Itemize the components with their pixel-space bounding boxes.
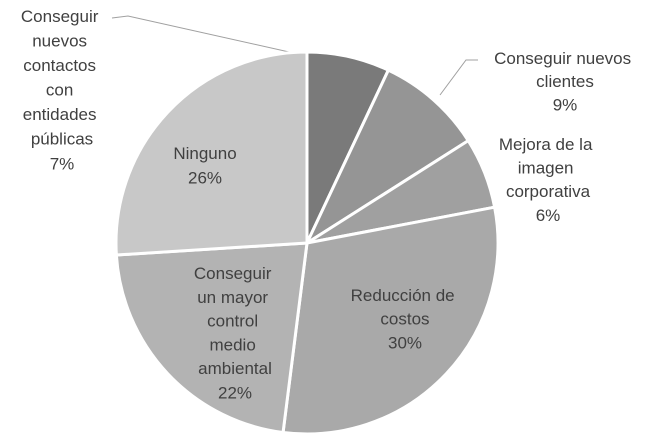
slice-value-label: 7%: [50, 154, 75, 173]
slice-value-label: 30%: [388, 333, 422, 352]
slice-value-label: 6%: [536, 206, 561, 225]
slice-label: Mejora de la imagen corporativa: [499, 135, 597, 201]
slice-value-label: 22%: [218, 383, 252, 402]
pie-slice: [114, 241, 309, 434]
slice-value-label: 26%: [188, 168, 222, 187]
pie-slice: [281, 205, 500, 436]
pie-slice: [305, 68, 470, 245]
leader-line: [439, 59, 478, 96]
slice-value-label: 9%: [553, 95, 578, 114]
slice-label: Ninguno: [173, 144, 236, 163]
pie: [114, 50, 500, 436]
slice-label: Reducción de costos: [351, 286, 460, 329]
pie-slice: [114, 50, 309, 257]
slice-label: Conseguir nuevos clientes: [494, 49, 636, 91]
slice-label: Conseguir un mayor control medio ambient…: [194, 264, 276, 378]
slice-label: Conseguir nuevos contactos con entidades…: [21, 7, 103, 149]
leader-line: [111, 15, 308, 57]
